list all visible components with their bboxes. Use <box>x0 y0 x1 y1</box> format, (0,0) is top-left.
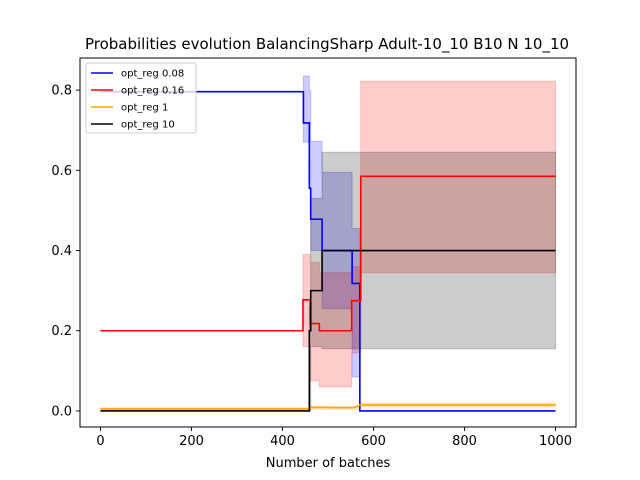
x-tick-label: 400 <box>270 434 295 449</box>
legend-entry-label: opt_reg 1 <box>121 103 168 114</box>
y-tick-label: 0.4 <box>51 244 72 259</box>
x-tick-label: 0 <box>96 434 104 449</box>
x-axis-label: Number of batches <box>266 456 391 471</box>
x-tick-label: 200 <box>179 434 204 449</box>
plot-area-frame <box>79 57 577 428</box>
x-axis-ticks: 0 200 400 600 800 1000 <box>96 427 572 449</box>
series-band-1 <box>302 80 557 388</box>
y-axis-ticks: 0.0 0.2 0.4 0.6 0.8 <box>51 84 80 419</box>
y-tick-label: 0.8 <box>51 84 72 99</box>
chart-title: Probabilities evolution BalancingSharp A… <box>85 35 569 54</box>
legend-entry-label: opt_reg 0.16 <box>121 86 184 97</box>
confidence-bands <box>99 75 557 412</box>
x-tick-label: 1000 <box>539 434 572 449</box>
y-tick-label: 0.0 <box>51 404 72 419</box>
series-line-0 <box>100 90 556 412</box>
legend-entry-label: opt_reg 10 <box>121 120 175 131</box>
x-tick-label: 600 <box>361 434 386 449</box>
series-lines <box>100 90 556 412</box>
series-line-1 <box>100 175 556 332</box>
y-tick-label: 0.2 <box>51 324 72 339</box>
x-tick-label: 800 <box>452 434 477 449</box>
series-line-2 <box>100 404 556 410</box>
series-line-3 <box>100 249 556 412</box>
legend: opt_reg 0.08 opt_reg 0.16 opt_reg 1 opt_reg… <box>85 62 197 134</box>
y-tick-label: 0.6 <box>51 164 72 179</box>
legend-box <box>85 62 197 134</box>
legend-entry-label: opt_reg 0.08 <box>121 69 184 80</box>
